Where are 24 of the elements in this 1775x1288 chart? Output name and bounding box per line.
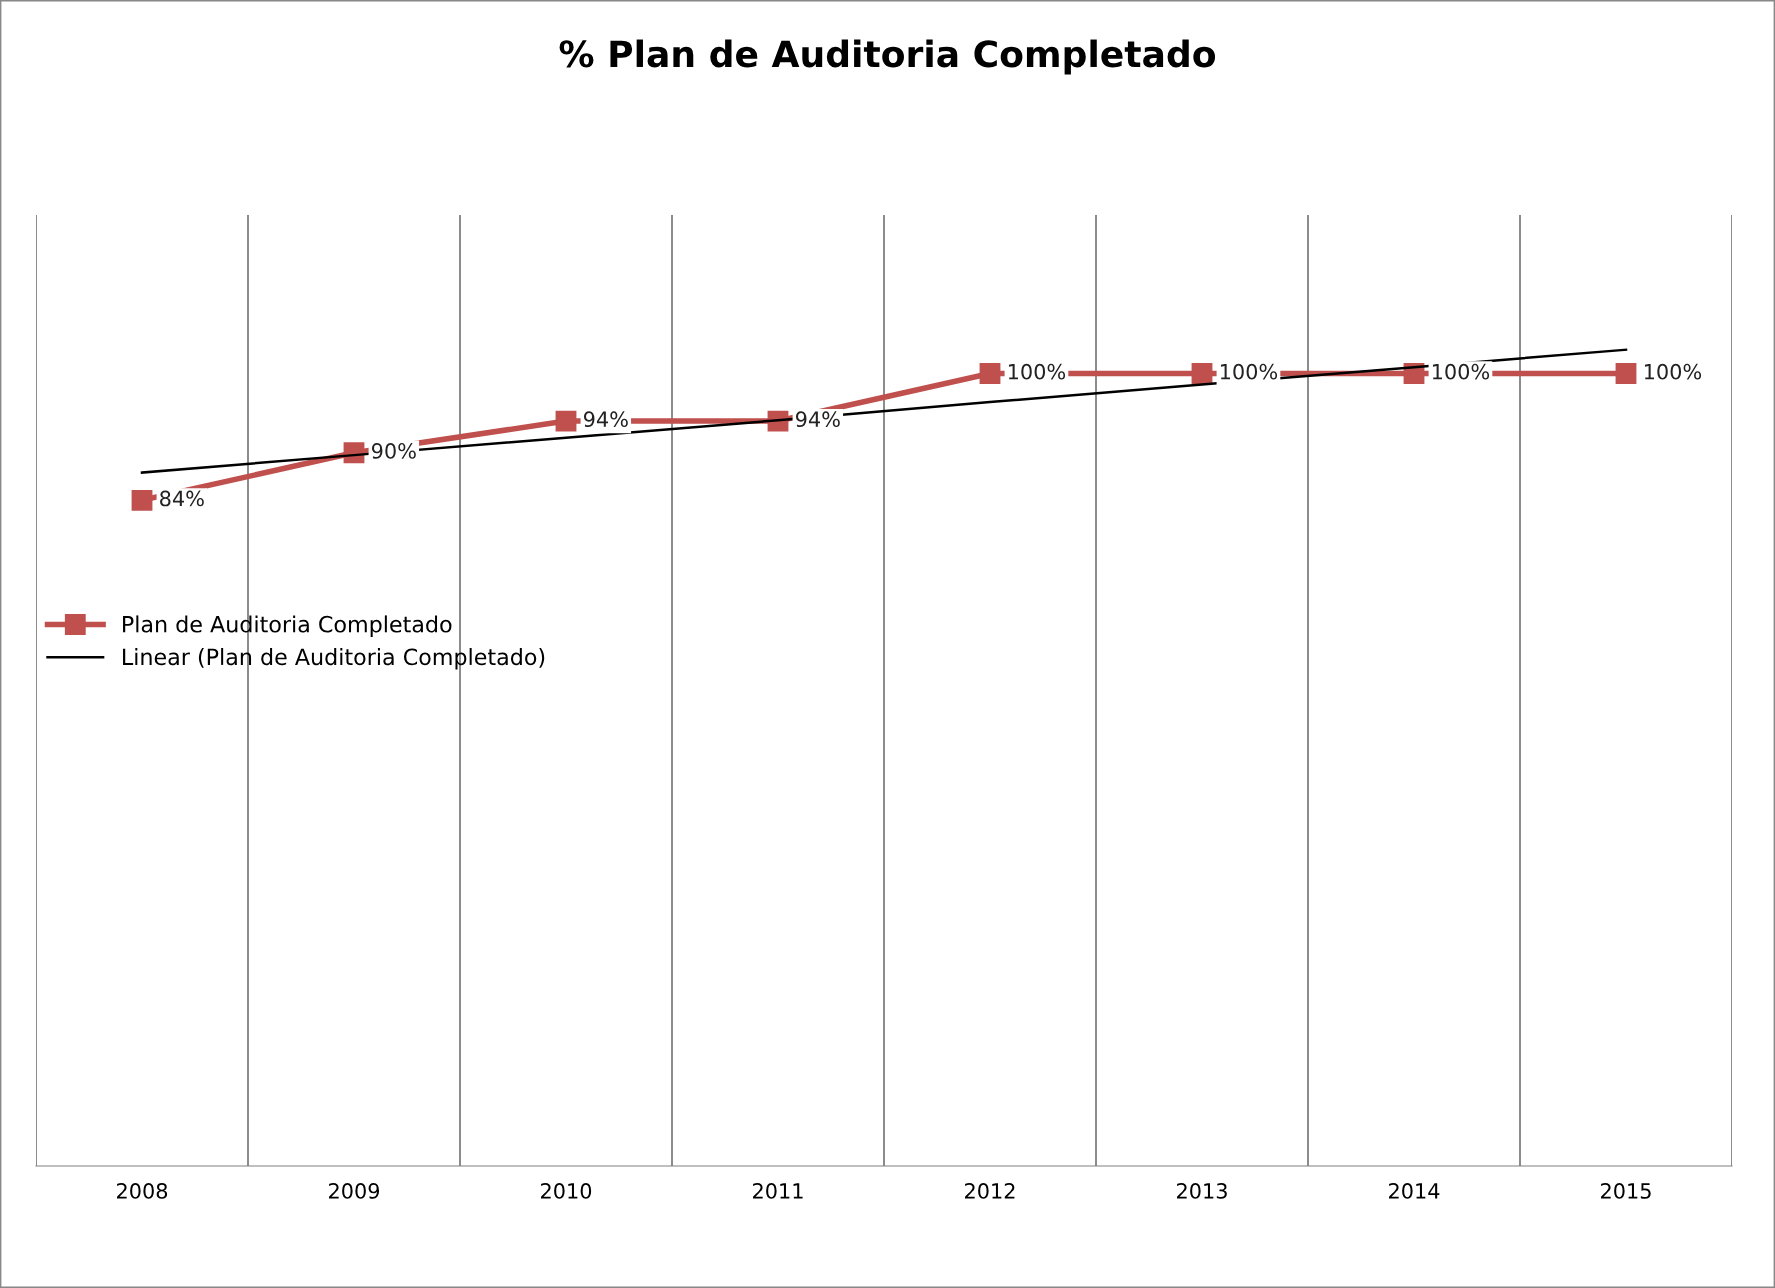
data-label: 94%: [795, 411, 840, 428]
chart-title: % Plan de Auditoria Completado: [559, 39, 1216, 75]
point: [131, 489, 153, 511]
data-label: 100%: [1432, 363, 1490, 380]
x-tick-label: 2009: [329, 1183, 380, 1199]
legend-label: Plan de Auditoria Completado: [123, 615, 452, 637]
legend-label: Linear (Plan de Auditoria Completado): [123, 648, 545, 670]
data-label: 100%: [1220, 363, 1278, 380]
data-label: 94%: [583, 411, 628, 428]
point: [979, 363, 1001, 384]
data-label: 100%: [1008, 363, 1066, 380]
x-tick-label: 2010: [541, 1183, 592, 1199]
x-tick-label: 2015: [1601, 1183, 1651, 1199]
x-tick-label: 2014: [1389, 1183, 1440, 1199]
data-label: 100%: [1644, 363, 1702, 380]
x-tick-label: 2008: [117, 1183, 168, 1199]
data-label: 84%: [160, 490, 204, 507]
x-tick-label: 2012: [965, 1183, 1015, 1199]
x-tick-label: 2011: [753, 1183, 803, 1199]
point: [1191, 363, 1213, 384]
x-tick-label: 2013: [1177, 1183, 1227, 1199]
data-label: 90%: [371, 443, 416, 459]
point: [555, 410, 577, 432]
point: [1615, 363, 1637, 384]
